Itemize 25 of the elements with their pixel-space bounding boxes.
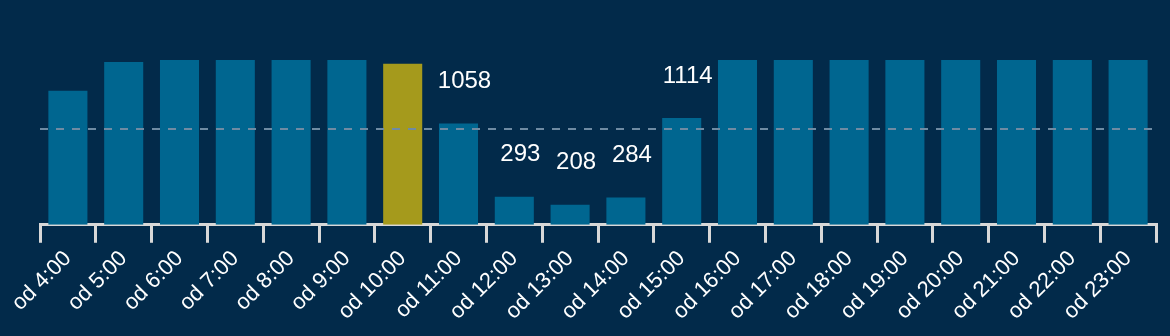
bar [104,61,144,225]
bar [438,123,479,225]
bar [1108,60,1148,225]
bar [773,60,813,225]
data-label: 208 [556,147,597,175]
bar [550,204,590,225]
bar [215,60,255,225]
bar [606,197,646,225]
data-label: 293 [500,139,541,167]
bar [885,60,925,225]
bar [829,60,869,225]
bar [1052,60,1092,225]
bar [159,60,200,225]
bar [48,90,88,225]
bar [996,60,1037,225]
bar [271,60,311,225]
data-label: 284 [611,140,652,168]
bar [717,60,758,225]
data-label: 1058 [437,66,492,94]
bar [383,63,423,225]
bar [327,60,367,225]
data-label: 1114 [662,60,713,88]
bar [662,118,702,225]
bar [941,60,981,225]
bar [494,196,534,225]
